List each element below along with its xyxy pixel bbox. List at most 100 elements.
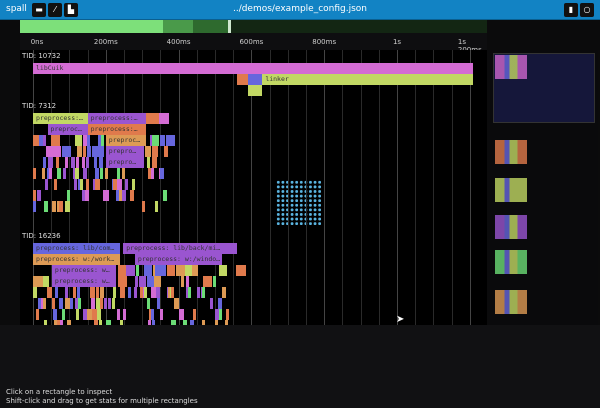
flame-span[interactable] bbox=[149, 135, 153, 146]
flame-span[interactable] bbox=[86, 135, 90, 146]
flame-span[interactable]: preprocess: w… bbox=[51, 265, 116, 276]
flame-span[interactable] bbox=[182, 320, 188, 325]
flame-span[interactable] bbox=[39, 135, 43, 146]
flame-span[interactable] bbox=[33, 276, 43, 287]
flame-span[interactable] bbox=[66, 190, 71, 201]
flame-span[interactable] bbox=[124, 179, 128, 190]
flame-span[interactable] bbox=[65, 287, 69, 298]
flame-span[interactable] bbox=[94, 179, 98, 190]
flame-span[interactable] bbox=[77, 179, 81, 190]
flame-span[interactable] bbox=[100, 298, 104, 309]
flame-span[interactable] bbox=[99, 168, 103, 179]
flame-span[interactable] bbox=[44, 179, 48, 190]
flame-span[interactable] bbox=[159, 135, 166, 146]
flame-span[interactable] bbox=[65, 298, 70, 309]
flame-span[interactable] bbox=[91, 146, 95, 157]
flame-span[interactable] bbox=[92, 309, 97, 320]
flame-span[interactable] bbox=[47, 287, 52, 298]
flame-span[interactable] bbox=[43, 276, 49, 287]
flame-span[interactable] bbox=[106, 190, 110, 201]
flame-span[interactable] bbox=[96, 179, 100, 190]
flame-span[interactable] bbox=[118, 265, 128, 276]
flame-span[interactable]: preprocess:… bbox=[87, 113, 146, 124]
flame-span[interactable] bbox=[148, 168, 152, 179]
flame-span[interactable] bbox=[247, 74, 263, 85]
flame-span[interactable]: preprocess: w:/work… bbox=[33, 254, 121, 265]
flame-span[interactable] bbox=[120, 287, 125, 298]
flame-span[interactable] bbox=[224, 320, 228, 325]
thread-thumbnail[interactable] bbox=[495, 55, 527, 79]
flame-span[interactable] bbox=[147, 320, 151, 325]
flame-span[interactable] bbox=[202, 287, 206, 298]
flame-span[interactable] bbox=[56, 320, 60, 325]
flame-span[interactable]: preprocess:… bbox=[33, 113, 88, 124]
flame-span[interactable] bbox=[189, 320, 195, 325]
flame-span[interactable] bbox=[81, 190, 85, 201]
flame-span[interactable] bbox=[154, 201, 158, 212]
flame-span[interactable] bbox=[151, 287, 156, 298]
flame-span[interactable] bbox=[170, 287, 174, 298]
flame-span[interactable] bbox=[98, 135, 102, 146]
flame-span[interactable] bbox=[119, 320, 123, 325]
thread-thumbnail[interactable] bbox=[495, 178, 527, 202]
flame-span[interactable]: preprocess: w… bbox=[51, 276, 116, 287]
flame-span[interactable] bbox=[55, 157, 59, 168]
flame-span[interactable] bbox=[82, 146, 87, 157]
flame-span[interactable] bbox=[141, 201, 145, 212]
flame-span[interactable] bbox=[214, 320, 219, 325]
flame-span[interactable]: preprocess: lib/com… bbox=[33, 243, 121, 254]
flame-span[interactable] bbox=[90, 287, 96, 298]
flame-span[interactable] bbox=[165, 135, 176, 146]
flame-span[interactable] bbox=[75, 309, 79, 320]
flame-span[interactable] bbox=[212, 276, 217, 287]
flame-span[interactable]: preprocess: lib/back/mi… bbox=[123, 243, 237, 254]
flame-span[interactable] bbox=[70, 157, 74, 168]
flame-span[interactable] bbox=[187, 287, 191, 298]
flame-span[interactable] bbox=[210, 298, 214, 309]
flame-span[interactable] bbox=[59, 201, 64, 212]
flame-span[interactable] bbox=[41, 298, 45, 309]
flame-span[interactable] bbox=[185, 276, 189, 287]
flame-span[interactable] bbox=[192, 265, 198, 276]
flame-span[interactable] bbox=[219, 309, 223, 320]
flame-span[interactable] bbox=[103, 298, 107, 309]
flame-span[interactable] bbox=[42, 157, 46, 168]
flame-span[interactable] bbox=[80, 179, 84, 190]
flame-span[interactable] bbox=[125, 265, 135, 276]
flame-span[interactable] bbox=[166, 265, 176, 276]
flame-span[interactable] bbox=[56, 201, 60, 212]
flame-span[interactable] bbox=[158, 113, 170, 124]
flame-span[interactable] bbox=[50, 146, 62, 157]
flame-span[interactable] bbox=[130, 190, 135, 201]
flame-span[interactable]: prepro… bbox=[105, 146, 145, 157]
flame-span[interactable] bbox=[140, 287, 144, 298]
flame-span[interactable] bbox=[181, 276, 185, 287]
flame-span[interactable] bbox=[108, 298, 112, 309]
flame-span[interactable] bbox=[73, 168, 77, 179]
flame-span[interactable] bbox=[104, 168, 108, 179]
flame-span[interactable] bbox=[99, 287, 105, 298]
flame-span[interactable] bbox=[106, 320, 111, 325]
flame-span[interactable]: prepro… bbox=[105, 157, 145, 168]
trash-icon[interactable]: ▮ bbox=[564, 3, 578, 17]
flame-span[interactable] bbox=[150, 309, 154, 320]
flame-span[interactable] bbox=[113, 179, 117, 190]
flame-span[interactable] bbox=[58, 298, 64, 309]
flame-span[interactable] bbox=[135, 265, 139, 276]
flame-span[interactable] bbox=[144, 265, 153, 276]
flame-span[interactable] bbox=[37, 190, 42, 201]
flame-span[interactable] bbox=[76, 287, 80, 298]
thread-minimap[interactable] bbox=[490, 50, 598, 325]
flame-span[interactable] bbox=[236, 265, 246, 276]
flame-span[interactable] bbox=[75, 157, 79, 168]
flame-span[interactable] bbox=[144, 287, 148, 298]
flame-span[interactable] bbox=[93, 146, 105, 157]
flame-span[interactable] bbox=[163, 146, 168, 157]
flame-span[interactable] bbox=[154, 276, 161, 287]
flame-span[interactable] bbox=[121, 190, 126, 201]
flame-span[interactable] bbox=[156, 287, 161, 298]
flame-span[interactable] bbox=[75, 298, 79, 309]
flame-span[interactable] bbox=[33, 201, 36, 212]
flame-span[interactable] bbox=[43, 298, 47, 309]
flame-span[interactable] bbox=[247, 85, 263, 96]
